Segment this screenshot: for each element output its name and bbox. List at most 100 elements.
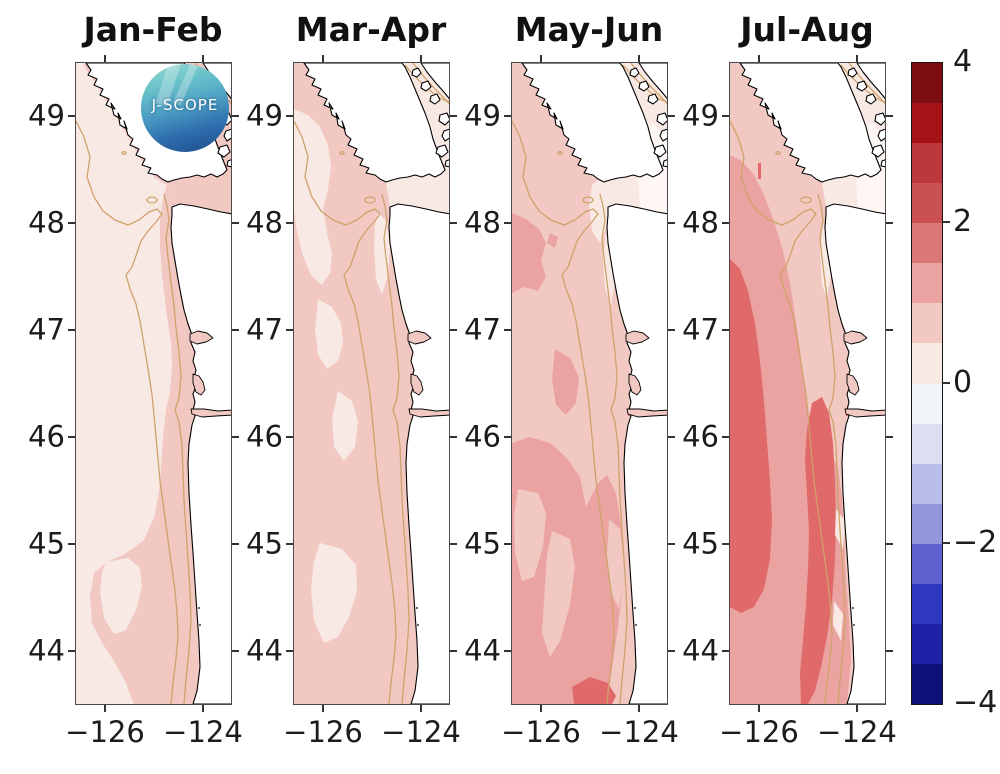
colorbar-tick-label: 2 [953, 204, 973, 240]
columbia-river [626, 408, 667, 418]
y-tick-mark [504, 650, 511, 652]
islet [416, 607, 418, 609]
y-tick-mark [886, 329, 893, 331]
colorbar-segment [912, 223, 942, 264]
grays-harbor [407, 330, 432, 345]
y-tick-mark [68, 436, 75, 438]
panel-title-may-jun: May-Jun [514, 10, 664, 49]
vancouver-island [739, 63, 882, 183]
anomaly-region [638, 170, 667, 213]
landmass [739, 63, 885, 704]
y-tick-label: 49 [246, 98, 283, 133]
grays-harbor [625, 330, 650, 345]
islet [199, 624, 201, 626]
anomaly-map-may-jun [512, 63, 667, 704]
colorbar-segment [912, 263, 942, 304]
y-tick-mark [504, 543, 511, 545]
anomaly-region [311, 543, 357, 643]
y-tick-label: 44 [682, 633, 719, 668]
island [223, 128, 231, 142]
olympic-peninsula-coast [388, 203, 449, 704]
anomaly-region [589, 177, 608, 243]
anomaly-region [552, 349, 579, 415]
olympic-peninsula-coast [606, 203, 667, 704]
anomaly-region [512, 213, 546, 293]
bc-mainland [638, 63, 667, 100]
island [638, 80, 650, 92]
x-tick-mark [540, 705, 542, 712]
islet [198, 607, 200, 609]
x-tick-mark [758, 55, 760, 62]
anomaly-region [603, 233, 615, 305]
colorbar-segment [912, 103, 942, 144]
columbia-river [190, 408, 231, 418]
y-tick-mark [722, 329, 729, 331]
island [871, 144, 885, 158]
y-tick-mark [450, 436, 457, 438]
y-tick-mark [68, 329, 75, 331]
anomaly-region [572, 677, 616, 704]
y-tick-mark [504, 329, 511, 331]
x-tick-label: −124 [599, 715, 679, 749]
columbia-river [844, 408, 885, 418]
colorbar-segment [912, 423, 942, 464]
y-tick-label: 48 [28, 205, 65, 240]
y-tick-mark [450, 650, 457, 652]
y-tick-label: 47 [246, 312, 283, 347]
anomaly-region [386, 170, 449, 214]
x-tick-label: −126 [501, 715, 581, 749]
island [629, 67, 640, 78]
y-tick-label: 48 [682, 205, 719, 240]
island [653, 144, 667, 158]
bc-mainland [856, 63, 885, 100]
grays-harbor [189, 330, 214, 345]
colorbar-segment [912, 303, 942, 344]
y-tick-mark [232, 329, 239, 331]
anomaly-map-mar-apr [294, 63, 449, 704]
island [880, 159, 885, 168]
y-tick-mark [722, 115, 729, 117]
anomaly-region [514, 489, 546, 581]
bathymetry-contours [730, 63, 885, 704]
olympic-peninsula-coast [170, 203, 231, 704]
jscope-logo-text: J-SCOPE [151, 96, 219, 114]
island [659, 128, 667, 142]
y-tick-mark [232, 222, 239, 224]
y-tick-mark [722, 650, 729, 652]
x-tick-mark [322, 705, 324, 712]
x-tick-mark [758, 705, 760, 712]
colorbar-segment [912, 503, 942, 544]
anomaly-region [547, 233, 558, 248]
y-tick-mark [504, 436, 511, 438]
anomaly-region [100, 558, 142, 634]
anomaly-region [833, 601, 843, 641]
y-tick-label: 49 [28, 98, 65, 133]
colorbar-tick-mark [943, 221, 950, 224]
y-tick-label: 45 [28, 526, 65, 561]
x-tick-mark [202, 705, 204, 712]
y-tick-mark [668, 329, 675, 331]
willapa-bay [846, 373, 860, 396]
x-tick-label: −126 [283, 715, 363, 749]
landmass [521, 63, 667, 704]
y-tick-label: 46 [28, 419, 65, 454]
estuaries [625, 330, 667, 418]
estuaries [407, 330, 449, 418]
colorbar [911, 62, 943, 705]
colorbar-segment [912, 143, 942, 184]
anomaly-region [820, 223, 831, 299]
y-tick-mark [450, 115, 457, 117]
x-tick-mark [104, 55, 106, 62]
y-tick-label: 46 [464, 419, 501, 454]
y-tick-mark [232, 436, 239, 438]
x-tick-mark [202, 55, 204, 62]
island [411, 67, 422, 78]
island [847, 67, 858, 78]
y-tick-label: 45 [246, 526, 283, 561]
y-tick-mark [886, 436, 893, 438]
y-tick-mark [668, 115, 675, 117]
y-tick-label: 47 [682, 312, 719, 347]
y-tick-mark [450, 543, 457, 545]
island [865, 93, 877, 105]
x-tick-label: −124 [381, 715, 461, 749]
